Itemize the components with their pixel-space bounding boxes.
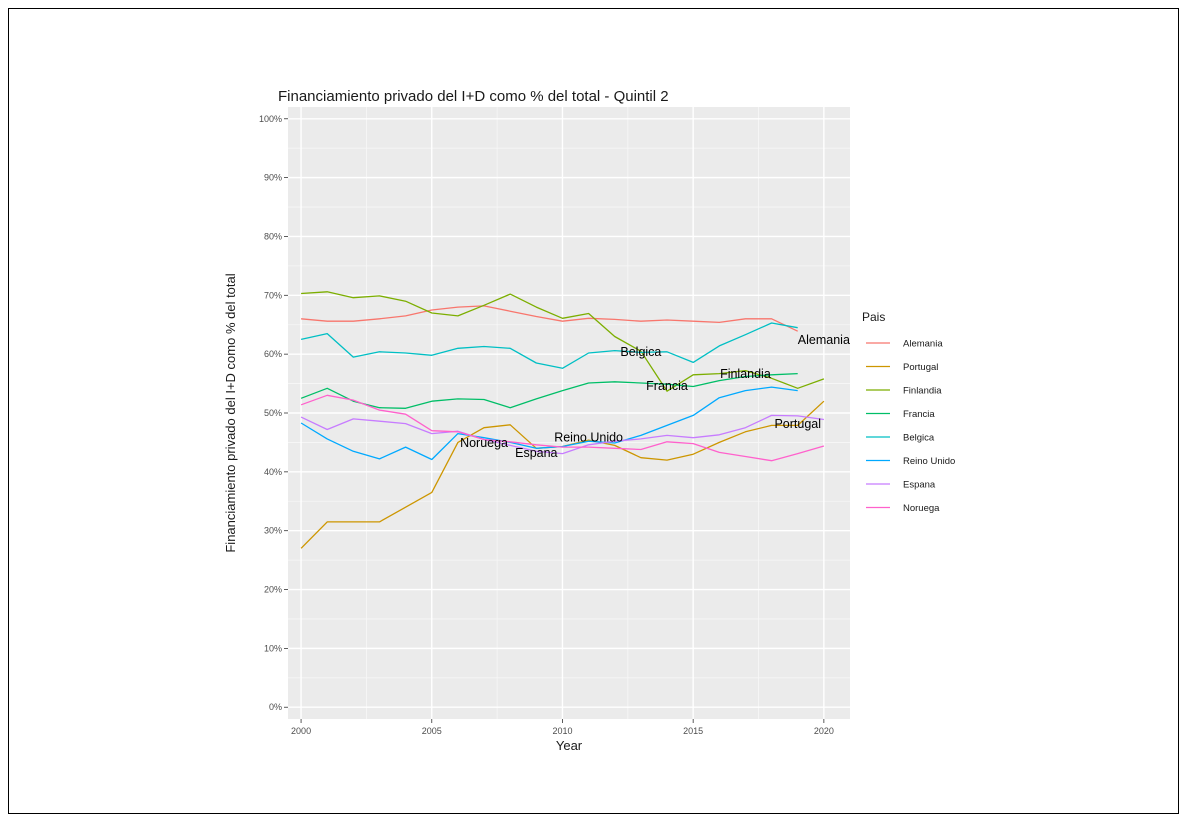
y-tick-label: 40% <box>264 467 282 477</box>
series-line-finlandia <box>301 291 825 392</box>
legend-label: Finlandia <box>903 386 942 397</box>
x-tick-label: 2000 <box>291 726 311 736</box>
annotation-finlandia: Finlandia <box>720 367 771 381</box>
legend-label: Reino Unido <box>903 456 955 467</box>
y-tick-label: 10% <box>264 643 282 653</box>
chart-title: Financiamiento privado del I+D como % de… <box>278 88 669 105</box>
series-line-belgica <box>300 322 798 369</box>
x-tick-label: 2010 <box>552 726 572 736</box>
y-tick-label: 80% <box>264 231 282 241</box>
x-tick-label: 2005 <box>422 726 442 736</box>
legend: Pais Alemania Portugal Finlandia Francia Bel… <box>862 310 955 514</box>
x-tick-label: 2020 <box>814 726 834 736</box>
legend-label: Espana <box>903 480 936 491</box>
annotation-espana: Espana <box>515 446 557 460</box>
y-axis-ticks: 0% 10% 20% 30% 40% 50% 60% 70% 80% 90% 100% <box>259 114 288 712</box>
series-annotations: Alemania Belgica Finlandia Francia Portugal R… <box>460 333 850 460</box>
legend-label: Portugal <box>903 362 938 373</box>
minor-gridlines <box>288 107 850 719</box>
x-axis-ticks: 2000 2005 2010 2015 2020 <box>291 719 834 736</box>
annotation-reino-unido: Reino Unido <box>554 431 623 445</box>
annotation-noruega: Noruega <box>460 436 508 450</box>
legend-label: Alemania <box>903 339 943 350</box>
y-tick-label: 0% <box>269 702 282 712</box>
y-tick-label: 70% <box>264 290 282 300</box>
y-tick-label: 30% <box>264 526 282 536</box>
legend-label: Noruega <box>903 503 940 514</box>
legend-label: Francia <box>903 409 935 420</box>
legend-title: Pais <box>862 310 885 324</box>
annotation-alemania: Alemania <box>798 333 850 347</box>
y-tick-label: 100% <box>259 114 282 124</box>
annotation-francia: Francia <box>646 379 688 393</box>
x-axis-title: Year <box>556 738 583 753</box>
y-tick-label: 50% <box>264 408 282 418</box>
y-tick-label: 60% <box>264 349 282 359</box>
major-gridlines <box>288 107 850 719</box>
series-line-noruega <box>300 394 825 462</box>
series-lines <box>300 291 825 549</box>
series-line-alemania <box>301 305 798 332</box>
series-line-espana <box>300 414 824 455</box>
legend-label: Belgica <box>903 433 935 444</box>
x-tick-label: 2015 <box>683 726 703 736</box>
legend-items: Alemania Portugal Finlandia Francia Belgica R… <box>866 339 955 514</box>
annotation-portugal: Portugal <box>774 417 821 431</box>
y-tick-label: 20% <box>264 585 282 595</box>
y-axis-title: Financiamiento privado del I+D como % de… <box>223 273 238 552</box>
y-tick-label: 90% <box>264 173 282 183</box>
annotation-belgica: Belgica <box>620 345 661 359</box>
series-line-francia <box>300 372 798 409</box>
series-line-reino-unido <box>300 386 798 461</box>
